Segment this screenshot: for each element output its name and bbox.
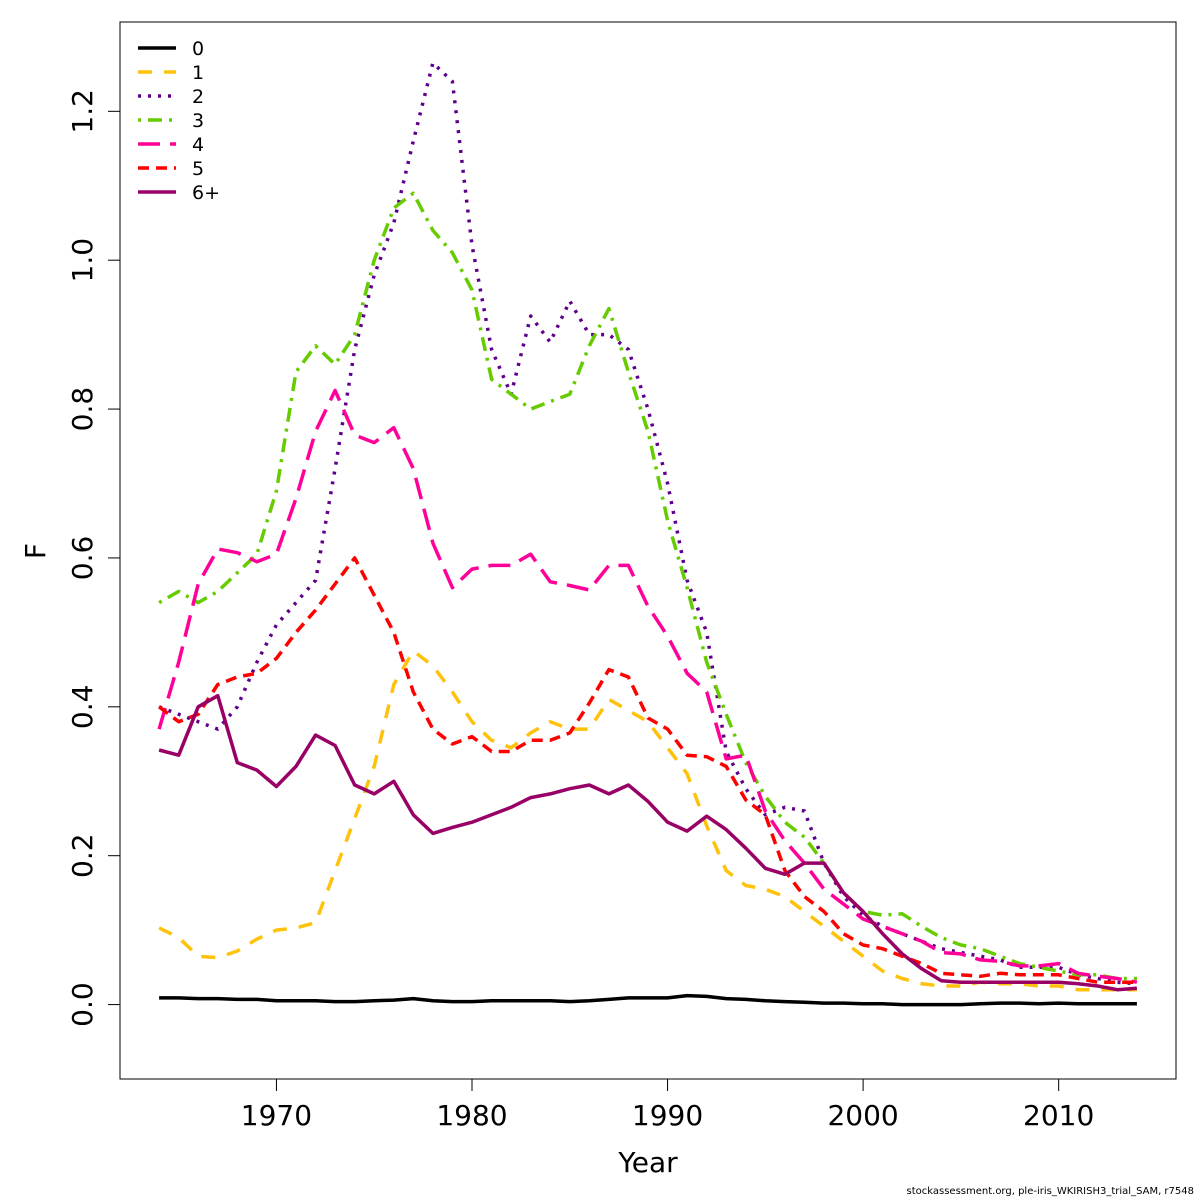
series-line-1	[158, 649, 1137, 992]
series-line-5	[158, 556, 1137, 984]
footer-credit: stockassessment.org, ple-iris_WKIRISH3_t…	[906, 1186, 1195, 1197]
x-axis-title: Year	[617, 1146, 678, 1179]
series-line-4	[157, 388, 1138, 984]
x-tick-label: 1970	[241, 1099, 312, 1132]
series-line-6	[158, 693, 1138, 992]
y-tick-label: 0.2	[66, 833, 99, 878]
series-layer	[157, 61, 1138, 1007]
legend-label: 0	[192, 38, 204, 60]
series-line-3	[158, 191, 1137, 981]
series-line-2	[158, 61, 1138, 986]
legend-label: 5	[192, 158, 204, 180]
y-axis: 0.0 0.2 0.4 0.6 0.8 1.0 1.2	[66, 89, 121, 1027]
x-tick-label: 1990	[632, 1099, 703, 1132]
x-axis: 1970 1980 1990 2000 2010	[241, 1078, 1094, 1132]
y-tick-label: 0.0	[66, 982, 99, 1027]
y-tick-label: 1.0	[66, 238, 99, 283]
y-tick-label: 0.8	[66, 387, 99, 432]
x-tick-label: 1980	[436, 1099, 507, 1132]
y-tick-label: 1.2	[66, 89, 99, 134]
x-tick-label: 2010	[1023, 1099, 1094, 1132]
legend-label: 1	[192, 62, 204, 84]
y-tick-label: 0.6	[66, 536, 99, 581]
y-tick-label: 0.4	[66, 685, 99, 730]
legend-label: 3	[192, 110, 204, 132]
legend-label: 2	[192, 86, 204, 108]
legend-label: 4	[192, 134, 204, 156]
y-axis-title: F	[19, 543, 52, 559]
series-line-0	[159, 993, 1137, 1007]
legend-label: 6+	[192, 182, 220, 204]
x-tick-label: 2000	[827, 1099, 898, 1132]
